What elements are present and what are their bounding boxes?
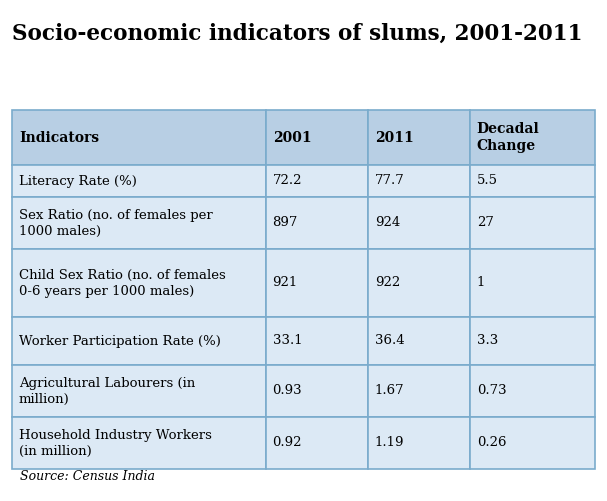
Bar	[12, 417, 266, 469]
Text: 5.5: 5.5	[476, 174, 498, 187]
Text: 1: 1	[476, 277, 485, 290]
Bar	[470, 165, 595, 197]
Text: Socio-economic indicators of slums, 2001-2011: Socio-economic indicators of slums, 2001…	[12, 23, 583, 45]
Text: 77.7: 77.7	[375, 174, 404, 187]
Text: 2001: 2001	[273, 130, 311, 144]
Text: 0.26: 0.26	[476, 436, 506, 449]
Text: Decadal
Change: Decadal Change	[476, 122, 540, 153]
Bar	[368, 249, 470, 317]
Bar	[368, 417, 470, 469]
Text: 1.67: 1.67	[375, 384, 404, 397]
Bar	[368, 317, 470, 365]
Bar	[368, 110, 470, 165]
Text: Child Sex Ratio (no. of females
0-6 years per 1000 males): Child Sex Ratio (no. of females 0-6 year…	[19, 269, 226, 298]
Text: 1.19: 1.19	[375, 436, 404, 449]
Text: 0.93: 0.93	[273, 384, 302, 397]
Bar	[470, 249, 595, 317]
Bar	[368, 365, 470, 417]
Bar	[266, 365, 368, 417]
Bar	[368, 165, 470, 197]
Bar	[266, 110, 368, 165]
Text: Sex Ratio (no. of females per
1000 males): Sex Ratio (no. of females per 1000 males…	[19, 208, 212, 237]
Text: Household Industry Workers
(in million): Household Industry Workers (in million)	[19, 428, 212, 457]
Text: Source: Census India: Source: Census India	[20, 470, 155, 483]
Text: 27: 27	[476, 216, 493, 229]
Text: 3.3: 3.3	[476, 335, 498, 348]
Text: 72.2: 72.2	[273, 174, 302, 187]
Bar	[266, 197, 368, 249]
Bar	[12, 317, 266, 365]
Text: Agricultural Labourers (in
million): Agricultural Labourers (in million)	[19, 376, 195, 405]
Text: 2011: 2011	[375, 130, 413, 144]
Bar	[470, 317, 595, 365]
Text: 924: 924	[375, 216, 400, 229]
Text: Indicators: Indicators	[19, 130, 99, 144]
Text: 36.4: 36.4	[375, 335, 404, 348]
Bar	[12, 249, 266, 317]
Bar	[12, 165, 266, 197]
Bar	[266, 317, 368, 365]
Bar	[266, 249, 368, 317]
Bar	[470, 197, 595, 249]
Text: 0.73: 0.73	[476, 384, 506, 397]
Text: 897: 897	[273, 216, 298, 229]
Text: Worker Participation Rate (%): Worker Participation Rate (%)	[19, 335, 221, 348]
Bar	[12, 365, 266, 417]
Bar	[12, 197, 266, 249]
Bar	[368, 197, 470, 249]
Bar	[470, 110, 595, 165]
Text: 922: 922	[375, 277, 400, 290]
Bar	[12, 110, 266, 165]
Bar	[266, 417, 368, 469]
Text: 0.92: 0.92	[273, 436, 302, 449]
Bar	[266, 165, 368, 197]
Text: 921: 921	[273, 277, 298, 290]
Text: 33.1: 33.1	[273, 335, 302, 348]
Bar	[470, 365, 595, 417]
Text: Literacy Rate (%): Literacy Rate (%)	[19, 174, 137, 187]
Bar	[470, 417, 595, 469]
